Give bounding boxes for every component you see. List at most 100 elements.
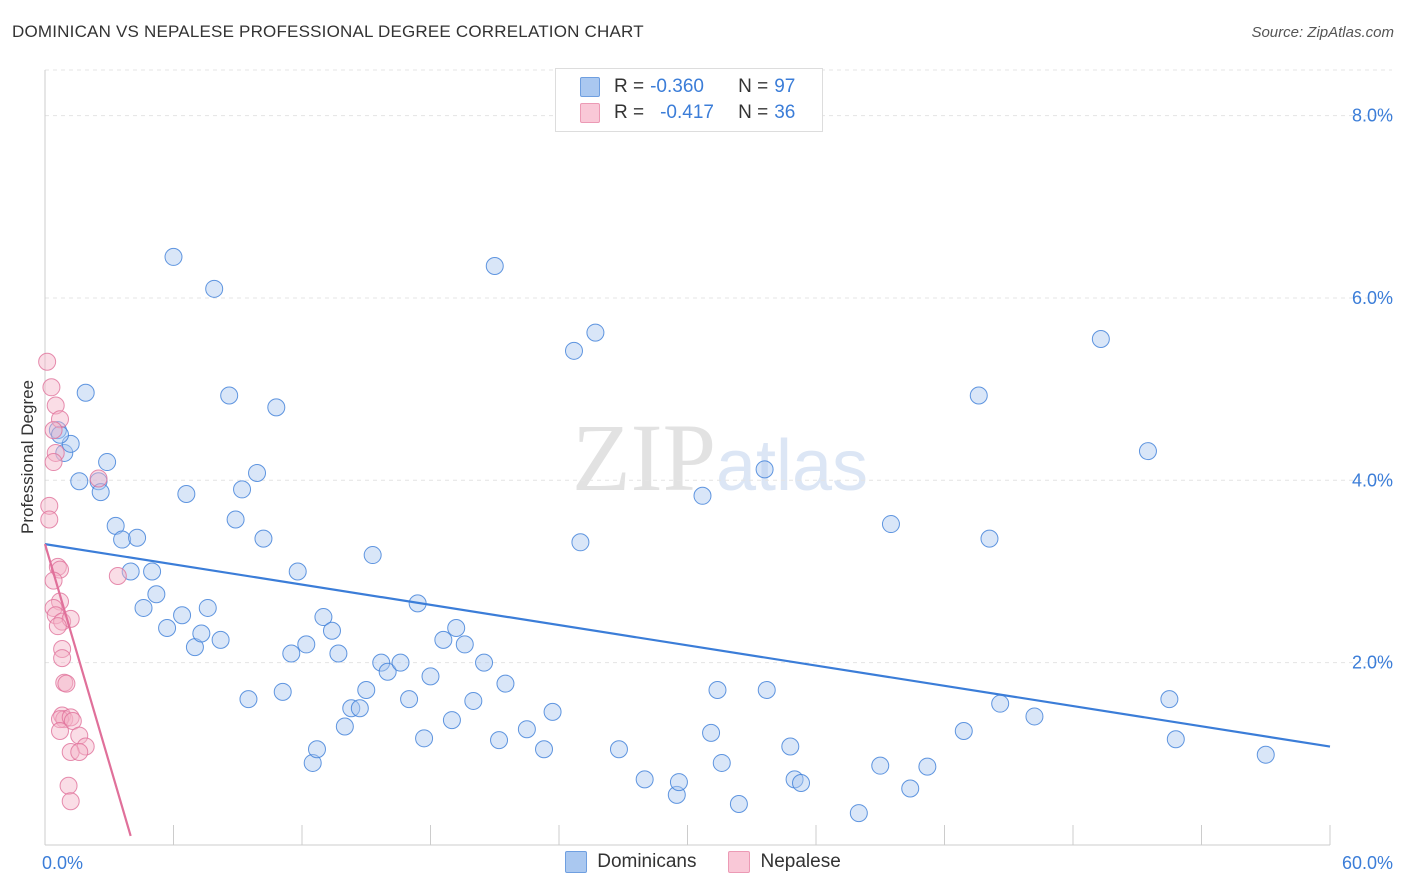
data-point [969,386,988,405]
data-point [609,740,628,759]
data-point [53,649,72,668]
data-point [192,624,211,643]
y-tick-label: 6.0% [1352,288,1393,308]
data-point [757,681,776,699]
data-point [303,753,322,772]
data-point [980,529,999,548]
data-point [50,425,69,444]
data-point [50,410,69,429]
correlation-legend: R = -0.360 N = 97 R = -0.417 N = 36 [555,68,823,132]
data-point [991,694,1010,713]
data-point [1138,442,1157,461]
data-point [400,690,419,709]
data-point [881,515,900,534]
data-point [1166,730,1185,749]
data-point [391,653,410,672]
data-point [70,472,89,491]
series-label-nepalese: Nepalese [760,851,841,872]
data-point [248,464,267,482]
data-point [177,484,196,503]
legend-n-value: 97 [774,76,796,97]
data-point [849,804,868,823]
data-point [475,653,494,672]
trend-line-nepalese [43,543,132,837]
data-point [113,530,132,549]
data-point [464,691,483,710]
data-point [415,729,434,748]
data-point [164,247,183,266]
data-point [61,792,80,811]
data-point [378,662,397,681]
series-swatch-dominicans [565,851,588,873]
data-point [70,726,89,745]
data-point [485,257,504,276]
data-point [226,510,245,529]
data-point [211,630,230,649]
data-point [254,529,273,548]
data-point [57,674,76,693]
data-point [350,699,369,718]
data-point [954,722,973,741]
legend-row-dominicans: R = -0.360 N = 97 [580,75,795,99]
data-point [314,608,333,627]
y-tick-label: 4.0% [1352,470,1393,490]
data-point [143,562,162,581]
data-point [535,740,554,759]
data-point [901,779,920,798]
data-point [48,421,67,440]
data-point [543,702,562,721]
data-point [517,720,536,739]
data-point [712,753,731,772]
data-point [871,756,890,775]
chart-title: DOMINICAN VS NEPALESE PROFESSIONAL DEGRE… [12,22,644,41]
data-point [46,396,65,415]
legend-n-label: N = [738,102,769,123]
data-point [335,717,354,736]
data-point [571,533,590,552]
data-point [1256,745,1275,764]
legend-r-label: R = [614,102,645,123]
data-point [48,617,67,636]
data-point [59,776,78,795]
data-point [322,621,341,640]
data-point [1091,329,1110,348]
data-point [98,453,117,472]
data-point [267,398,286,417]
data-point [198,598,217,617]
data-point [307,740,326,759]
data-point [288,562,307,581]
data-point [363,546,382,565]
data-point [158,619,177,637]
legend-r-label: R = [614,76,645,97]
series-swatch-nepalese [728,851,751,873]
data-point [455,635,474,654]
data-point [708,681,727,699]
y-tick-label: 2.0% [1352,653,1393,673]
data-point [564,341,583,360]
data-point [1025,707,1044,726]
data-point [46,606,65,625]
data-point [421,667,440,686]
legend-swatch-dominicans [580,77,600,97]
y-tick-label: 8.0% [1352,106,1393,126]
data-point [239,690,258,709]
data-point [755,460,774,479]
data-point [702,723,721,742]
data-point [635,770,654,789]
data-point [447,619,466,637]
data-point [233,480,252,499]
x-tick-label-min: 0.0% [42,853,83,873]
data-point [792,774,811,792]
legend-n-value: 36 [774,102,796,123]
data-point [669,773,688,792]
data-point [50,722,69,741]
legend-row-nepalese: R = -0.417 N = 36 [580,101,795,125]
data-point [38,352,57,371]
data-point [53,639,72,658]
data-point [70,743,89,761]
data-point [693,486,712,505]
data-point [42,378,61,397]
series-legend-dominicans: Dominicans [565,851,696,873]
data-point [108,567,127,586]
